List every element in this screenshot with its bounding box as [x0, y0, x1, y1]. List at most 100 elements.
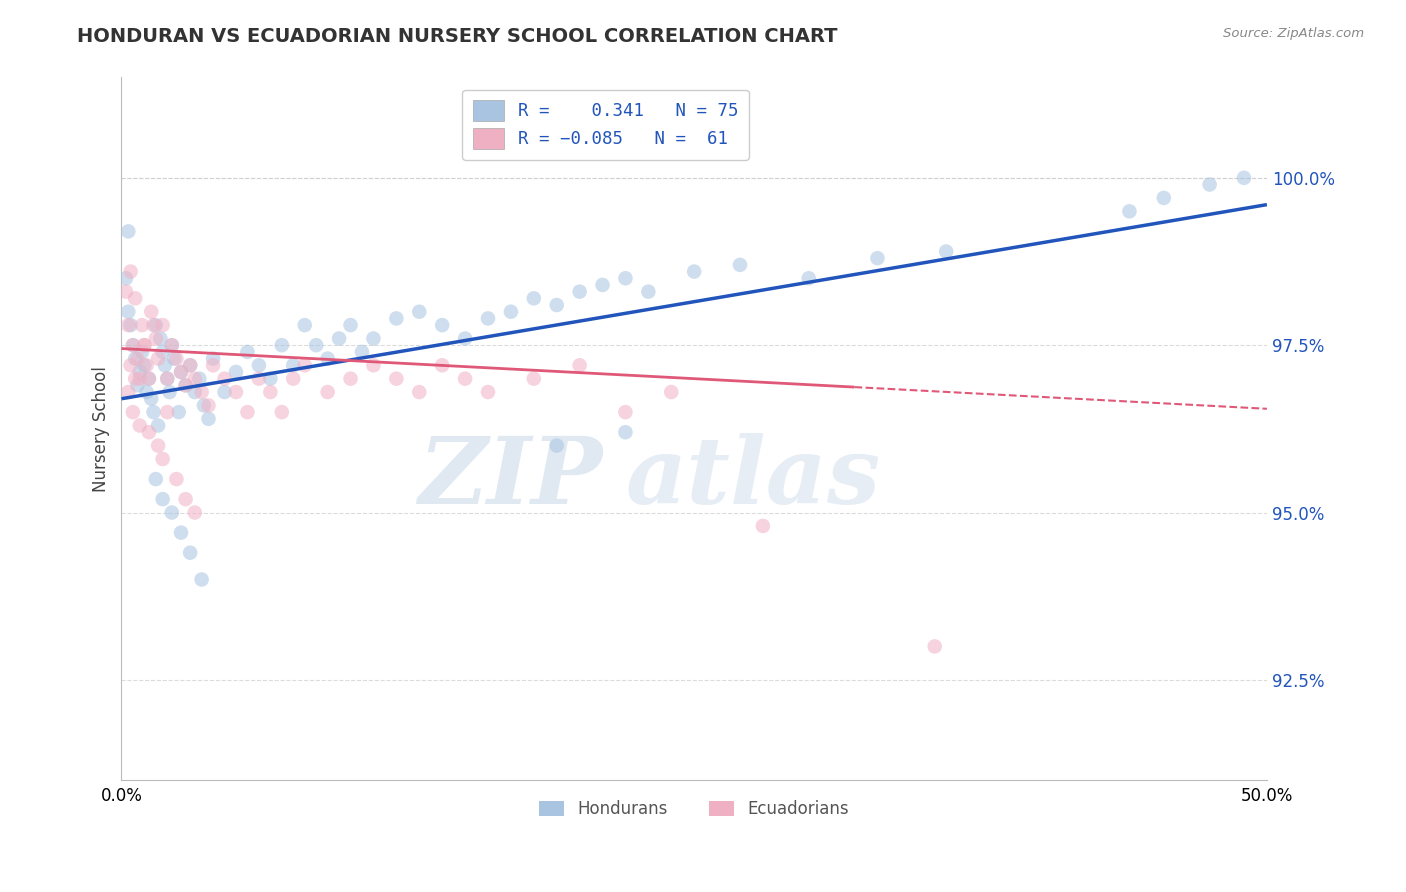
Point: [408, 385, 430, 400]
Point: [134, 338, 156, 352]
Point: [135, 359, 157, 373]
Y-axis label: Nursery School: Nursery School: [93, 366, 110, 491]
Point: [117, 304, 139, 318]
Point: [179, 359, 201, 373]
Point: [184, 385, 207, 400]
Point: [568, 285, 591, 299]
Legend: Hondurans, Ecuadorians: Hondurans, Ecuadorians: [533, 793, 856, 825]
Point: [363, 331, 385, 345]
Point: [637, 285, 659, 299]
Point: [523, 372, 546, 386]
Point: [160, 506, 183, 520]
Point: [156, 405, 179, 419]
Point: [454, 331, 477, 345]
Point: [454, 372, 477, 386]
Point: [124, 291, 146, 305]
Point: [134, 338, 156, 352]
Point: [614, 425, 637, 440]
Point: [190, 385, 212, 400]
Point: [138, 372, 160, 386]
Point: [146, 439, 169, 453]
Point: [247, 359, 270, 373]
Point: [214, 385, 236, 400]
Point: [117, 385, 139, 400]
Point: [134, 359, 156, 373]
Point: [592, 277, 614, 292]
Point: [122, 405, 145, 419]
Point: [339, 372, 361, 386]
Point: [184, 372, 207, 386]
Point: [167, 405, 190, 419]
Point: [214, 372, 236, 386]
Point: [935, 244, 957, 259]
Point: [385, 372, 408, 386]
Point: [149, 331, 172, 345]
Point: [1233, 170, 1256, 185]
Point: [145, 318, 167, 332]
Point: [120, 318, 142, 332]
Point: [546, 298, 568, 312]
Point: [127, 351, 149, 366]
Point: [165, 472, 187, 486]
Point: [752, 519, 775, 533]
Point: [294, 318, 316, 332]
Point: [202, 359, 225, 373]
Point: [165, 351, 187, 366]
Point: [236, 344, 259, 359]
Point: [385, 311, 408, 326]
Point: [124, 372, 146, 386]
Point: [350, 344, 373, 359]
Point: [141, 392, 163, 406]
Point: [363, 359, 385, 373]
Point: [225, 385, 247, 400]
Point: [202, 351, 225, 366]
Point: [316, 351, 339, 366]
Point: [477, 385, 499, 400]
Point: [117, 318, 139, 332]
Point: [127, 378, 149, 392]
Point: [156, 372, 179, 386]
Point: [160, 338, 183, 352]
Point: [477, 311, 499, 326]
Point: [339, 318, 361, 332]
Point: [1198, 178, 1220, 192]
Point: [614, 405, 637, 419]
Point: [124, 351, 146, 366]
Point: [135, 385, 157, 400]
Point: [163, 351, 186, 366]
Point: [128, 372, 150, 386]
Point: [197, 399, 219, 413]
Point: [122, 338, 145, 352]
Point: [866, 251, 889, 265]
Point: [128, 365, 150, 379]
Point: [430, 359, 453, 373]
Point: [128, 418, 150, 433]
Point: [328, 331, 350, 345]
Text: Source: ZipAtlas.com: Source: ZipAtlas.com: [1223, 27, 1364, 40]
Point: [1118, 204, 1140, 219]
Point: [283, 372, 305, 386]
Point: [179, 359, 201, 373]
Point: [156, 372, 179, 386]
Point: [142, 405, 165, 419]
Point: [683, 264, 706, 278]
Point: [546, 439, 568, 453]
Point: [145, 472, 167, 486]
Point: [430, 318, 453, 332]
Point: [225, 365, 247, 379]
Point: [408, 304, 430, 318]
Point: [146, 418, 169, 433]
Point: [797, 271, 820, 285]
Point: [152, 452, 174, 467]
Point: [193, 399, 215, 413]
Point: [170, 525, 193, 540]
Point: [174, 378, 197, 392]
Text: atlas: atlas: [626, 434, 880, 523]
Point: [499, 304, 522, 318]
Point: [614, 271, 637, 285]
Point: [283, 359, 305, 373]
Point: [247, 372, 270, 386]
Point: [659, 385, 682, 400]
Point: [152, 492, 174, 507]
Point: [138, 372, 160, 386]
